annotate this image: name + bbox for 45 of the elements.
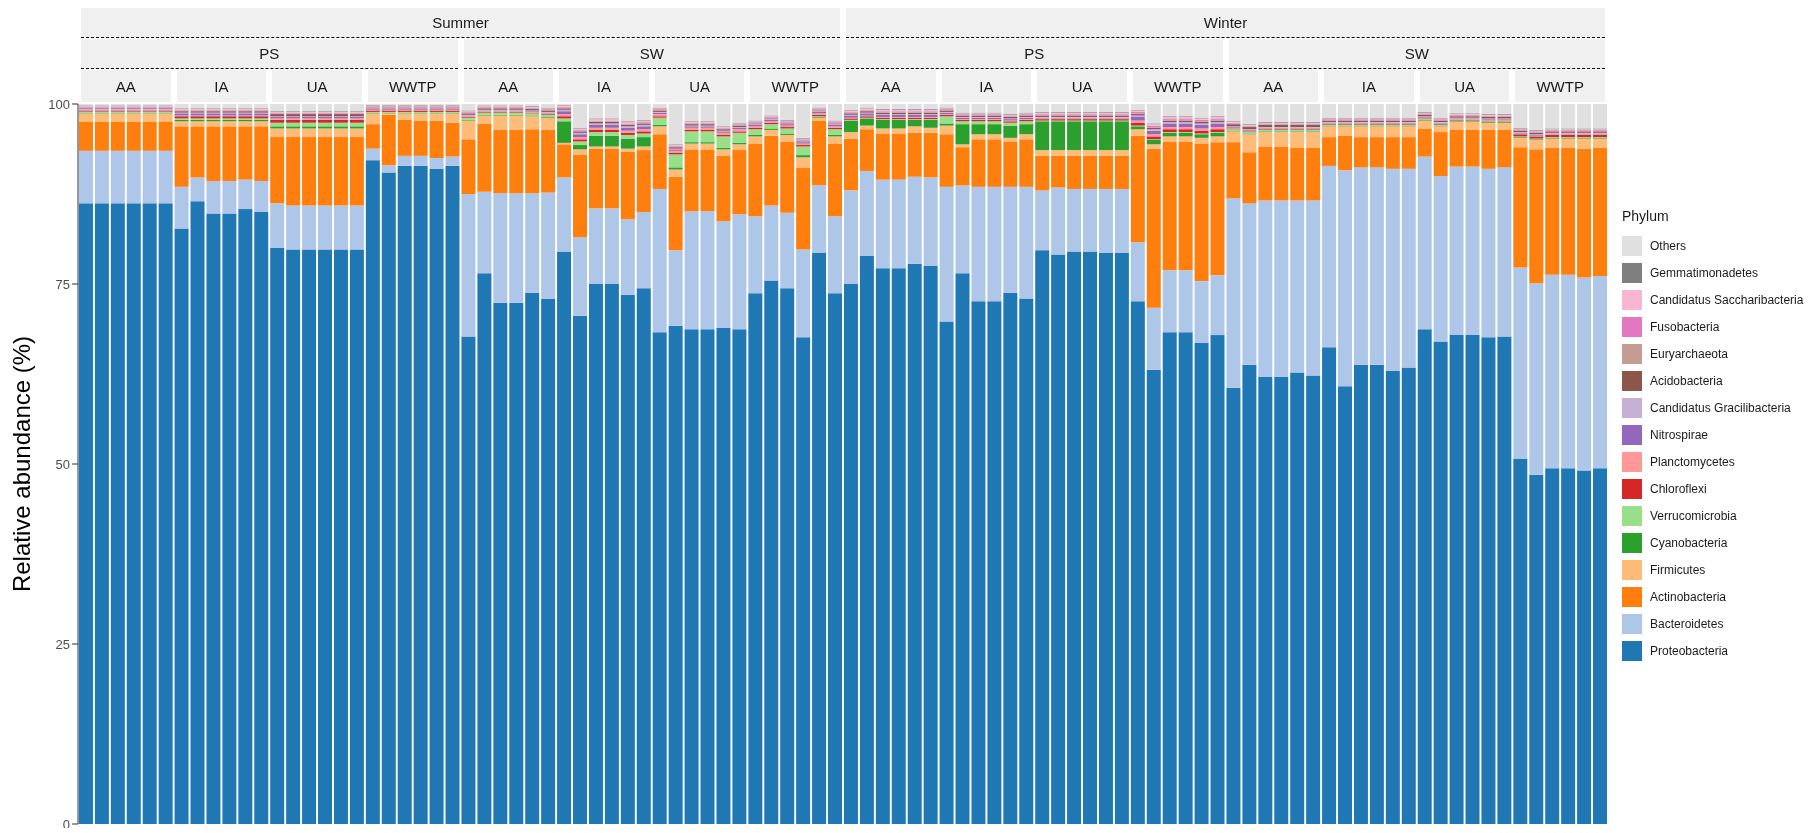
y-tick-label: 50 (55, 456, 70, 472)
text: WWTP (1132, 70, 1223, 102)
legend-label: Chloroflexi (1650, 481, 1707, 496)
y-tick-label: 100 (48, 96, 70, 112)
legend-label: Actinobacteria (1650, 589, 1727, 604)
text: IA (559, 70, 649, 102)
text: SW (463, 39, 840, 69)
text: IA (1324, 70, 1414, 102)
text: AA (846, 70, 936, 102)
text: AA (463, 70, 554, 102)
y-tick-label: 0 (62, 816, 70, 832)
legend-label: Candidatus Saccharibacteria (1650, 292, 1804, 307)
y-axis-title: Relative abundance (%) (7, 335, 35, 593)
legend-label: Acidobacteria (1650, 373, 1723, 388)
text: Summer (81, 8, 840, 38)
text: WWTP (367, 70, 458, 102)
text: Winter (846, 8, 1605, 38)
text: PS (846, 39, 1223, 69)
legend-label: Planctomycetes (1650, 454, 1735, 469)
legend-label: Euryarchaeota (1650, 346, 1729, 361)
legend-label: Nitrospirae (1650, 427, 1709, 442)
text: UA (1037, 70, 1127, 102)
text: IA (176, 70, 267, 102)
legend-label: Proteobacteria (1650, 643, 1729, 658)
legend-label: Verrucomicrobia (1650, 508, 1737, 523)
legend-label: Cyanobacteria (1650, 535, 1728, 550)
text: SW (1228, 39, 1605, 69)
legend-label: Candidatus Gracilibacteria (1650, 400, 1791, 415)
legend-label: Gemmatimonadetes (1650, 265, 1759, 280)
text: AA (81, 70, 171, 102)
text: UA (1419, 70, 1510, 102)
text: AA (1228, 70, 1319, 102)
text: IA (941, 70, 1032, 102)
text: WWTP (750, 70, 840, 102)
y-tick-label: 75 (55, 276, 70, 292)
legend-label: Bacteroidetes (1650, 616, 1724, 631)
legend-label: Firmicutes (1650, 562, 1706, 577)
text: UA (272, 70, 362, 102)
text: WWTP (1515, 70, 1605, 102)
text: UA (654, 70, 745, 102)
y-tick-label: 25 (55, 636, 70, 652)
legend-title: Phylum (1622, 208, 1670, 224)
legend-label: Fusobacteria (1650, 319, 1720, 334)
text: PS (81, 39, 458, 69)
legend-label: Others (1650, 238, 1687, 253)
